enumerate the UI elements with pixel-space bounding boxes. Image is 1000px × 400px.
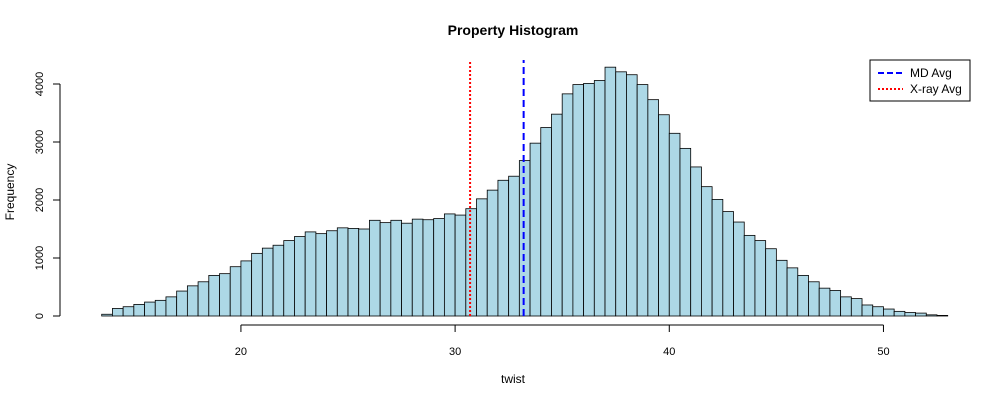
histogram-bar <box>829 290 842 317</box>
histogram-bar <box>904 312 916 317</box>
histogram-bar <box>165 296 178 317</box>
histogram-bar <box>893 310 906 317</box>
histogram-bar <box>786 267 799 317</box>
histogram-bar <box>690 166 702 317</box>
histogram-bar <box>294 236 306 317</box>
histogram-bar <box>518 160 531 317</box>
histogram-bar <box>508 175 520 317</box>
histogram-bar <box>583 83 595 317</box>
histogram-bar <box>701 186 713 317</box>
chart-title: Property Histogram <box>448 22 579 38</box>
histogram-bar <box>411 218 424 317</box>
histogram-bar <box>936 315 949 317</box>
histogram-bar <box>775 259 788 317</box>
histogram-bar <box>850 298 863 317</box>
histogram-bar <box>604 66 617 317</box>
histogram-bar <box>465 208 477 317</box>
histogram-bar <box>122 306 135 317</box>
histogram-bar <box>251 252 263 317</box>
reference-lines-group <box>469 60 525 316</box>
histogram-bar <box>754 240 767 317</box>
histogram-bar <box>304 231 317 317</box>
y-tick-label: 3000 <box>34 130 46 154</box>
histogram-bar <box>401 222 413 317</box>
histogram-bar <box>369 219 381 317</box>
x-tick-label: 40 <box>663 346 675 358</box>
histogram-bar <box>593 80 606 317</box>
legend: MD Avg X-ray Avg <box>869 59 971 102</box>
histogram-bar <box>925 314 938 317</box>
legend-label: MD Avg <box>910 66 952 80</box>
legend-label: X-ray Avg <box>910 82 962 96</box>
histogram-bar <box>861 304 874 317</box>
histogram-bar <box>733 221 745 317</box>
histogram-bar <box>261 247 274 317</box>
histogram-bar <box>208 274 220 317</box>
histogram-bar <box>186 285 199 317</box>
histogram-bar <box>840 296 852 317</box>
histogram-bar <box>915 312 927 317</box>
histogram-bar <box>443 213 456 317</box>
axes-group: 20 30 40 50 0 1000 2000 3000 4000 <box>34 72 890 358</box>
histogram-bar <box>615 71 627 317</box>
histogram-bar <box>197 281 210 317</box>
histogram-bar <box>433 218 445 317</box>
histogram-bar <box>668 132 681 317</box>
histogram-bar <box>347 228 360 317</box>
x-tick-label: 20 <box>235 346 247 358</box>
histogram-bar <box>272 244 285 317</box>
histogram-bar <box>315 233 327 317</box>
histogram-bar <box>454 214 467 317</box>
histogram-bar <box>219 273 231 317</box>
histogram-bar <box>476 198 488 317</box>
histogram-bar <box>422 219 435 317</box>
histogram-bar <box>390 219 402 317</box>
histogram-bar <box>133 303 145 317</box>
legend-box <box>869 59 971 102</box>
y-tick-label: 1000 <box>34 246 46 270</box>
y-tick-label: 2000 <box>34 188 46 212</box>
histogram-bar <box>112 308 124 317</box>
histogram-bar <box>883 308 895 317</box>
histogram-bar <box>229 266 242 317</box>
histogram-bar <box>540 127 552 317</box>
y-axis-label: Frequency <box>3 164 17 221</box>
histogram-bar <box>647 99 659 317</box>
histogram-bar <box>326 230 338 317</box>
histogram-bar <box>379 222 392 317</box>
histogram-bar <box>176 290 188 317</box>
histogram-bar <box>529 142 542 317</box>
histogram-bar <box>743 234 756 317</box>
histogram-bar <box>283 240 295 317</box>
y-tick-label: 0 <box>34 313 46 319</box>
histogram-bar <box>797 274 809 317</box>
x-tick-label: 30 <box>449 346 461 358</box>
x-axis-label: twist <box>501 372 526 386</box>
histogram-bar <box>765 248 777 317</box>
histogram-bar <box>358 228 370 317</box>
histogram-bar <box>711 199 724 317</box>
histogram-bar <box>101 313 113 317</box>
histogram-bar <box>658 114 670 317</box>
histogram-bar <box>561 93 574 317</box>
histogram-bar <box>551 113 563 317</box>
histogram-bar <box>722 211 734 317</box>
histogram-bar <box>497 179 510 317</box>
histogram-bar <box>240 260 253 317</box>
histogram-bar <box>818 287 831 317</box>
histogram-bar <box>872 306 884 317</box>
histogram-bar <box>336 227 349 317</box>
histogram-bar <box>636 84 649 317</box>
histogram-bar <box>808 281 820 317</box>
y-tick-label: 4000 <box>34 72 46 96</box>
histogram-bar <box>679 147 692 317</box>
histogram-bar <box>572 84 585 317</box>
histogram-bar <box>154 299 167 317</box>
histogram-bar <box>486 189 499 317</box>
x-tick-label: 50 <box>877 346 889 358</box>
histogram-bar <box>144 301 156 317</box>
histogram-bar <box>626 74 638 317</box>
bars-group <box>101 66 949 317</box>
